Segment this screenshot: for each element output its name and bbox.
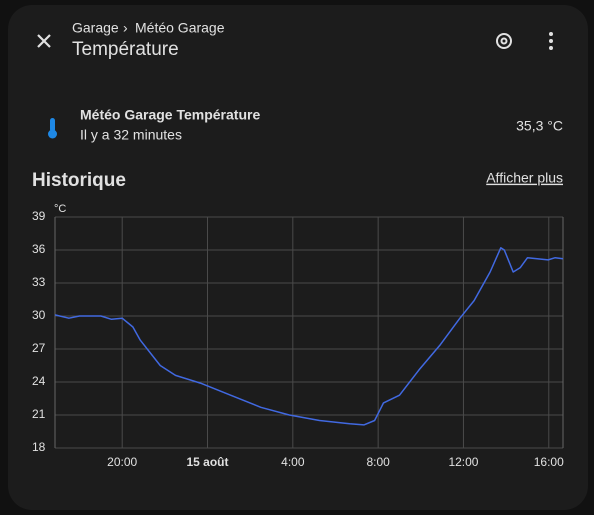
- y-tick-label: 27: [32, 341, 46, 355]
- x-tick-label: 20:00: [107, 455, 137, 469]
- breadcrumb[interactable]: Garage: [72, 20, 119, 36]
- close-button[interactable]: [37, 34, 51, 48]
- y-tick-label: 24: [32, 374, 46, 388]
- entity-name: Météo Garage Température: [80, 107, 260, 123]
- line-series: [54, 247, 564, 426]
- x-tick-label: 4:00: [281, 455, 305, 469]
- thermometer-icon: [48, 118, 57, 139]
- x-tick-label: 15 août: [186, 455, 228, 469]
- last-changed: Il y a 32 minutes: [80, 127, 182, 143]
- dialog-title: Température: [72, 39, 179, 60]
- x-tick-label: 12:00: [448, 455, 478, 469]
- breadcrumb-separator: ›: [123, 20, 128, 36]
- breadcrumb[interactable]: Météo Garage: [135, 20, 225, 36]
- settings-button[interactable]: [496, 33, 512, 49]
- y-tick-label: 21: [32, 407, 46, 421]
- y-tick-label: 36: [32, 242, 46, 256]
- x-tick-label: 16:00: [534, 455, 564, 469]
- y-unit: °C: [54, 203, 66, 215]
- y-tick-label: 30: [32, 308, 46, 322]
- chart: 18 21 24 27 30 33 36 39 20:00 15 août 4:00 8:00 12:0…: [32, 209, 564, 469]
- menu-button[interactable]: [549, 32, 553, 50]
- more-link[interactable]: Afficher plus: [486, 170, 563, 186]
- y-tick-label: 39: [32, 209, 46, 223]
- y-tick-label: 18: [32, 440, 46, 454]
- history-title: Historique: [32, 170, 126, 191]
- dialog: [8, 5, 588, 510]
- y-tick-label: 33: [32, 275, 46, 289]
- entity-state: 35,3 °C: [516, 118, 563, 134]
- x-tick-label: 8:00: [366, 455, 390, 469]
